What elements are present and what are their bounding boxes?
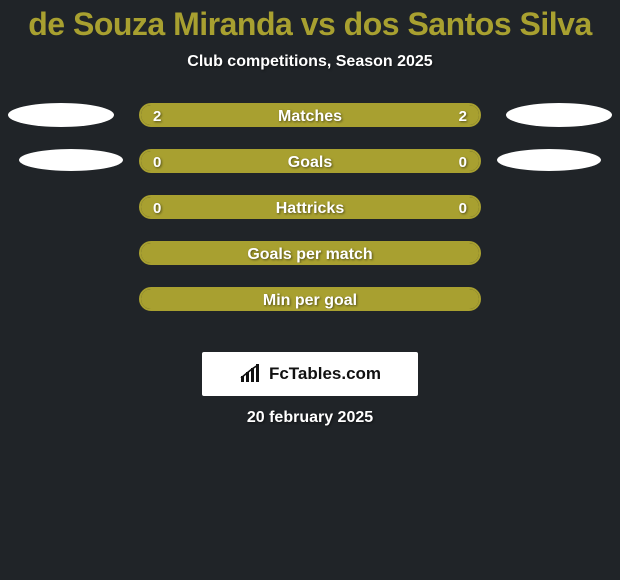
stats-rows: 2 Matches 2 0 Goals 0 0 Hattricks 0 [0,103,620,333]
date-label: 20 february 2025 [0,409,620,427]
stat-row: 0 Goals 0 [0,149,620,195]
page-title: de Souza Miranda vs dos Santos Silva [0,0,620,43]
stat-right-value: 2 [459,105,467,127]
stat-right-value: 0 [459,151,467,173]
stat-label: Hattricks [141,197,479,219]
stat-row: 2 Matches 2 [0,103,620,149]
subtitle: Club competitions, Season 2025 [0,53,620,71]
stat-label: Matches [141,105,479,127]
bar-chart-icon [239,364,263,384]
stat-label: Goals per match [141,243,479,265]
stat-label: Goals [141,151,479,173]
stat-label: Min per goal [141,289,479,311]
stat-bar: Goals per match [139,241,481,265]
stat-right-value: 0 [459,197,467,219]
stat-row: Goals per match [0,241,620,287]
stat-row: Min per goal [0,287,620,333]
stat-bar: Min per goal [139,287,481,311]
stat-bar: 2 Matches 2 [139,103,481,127]
stat-row: 0 Hattricks 0 [0,195,620,241]
logo-text: FcTables.com [269,364,381,384]
stat-bar: 0 Hattricks 0 [139,195,481,219]
logo-card: FcTables.com [202,352,418,396]
stat-bar: 0 Goals 0 [139,149,481,173]
comparison-card: de Souza Miranda vs dos Santos Silva Clu… [0,0,620,580]
